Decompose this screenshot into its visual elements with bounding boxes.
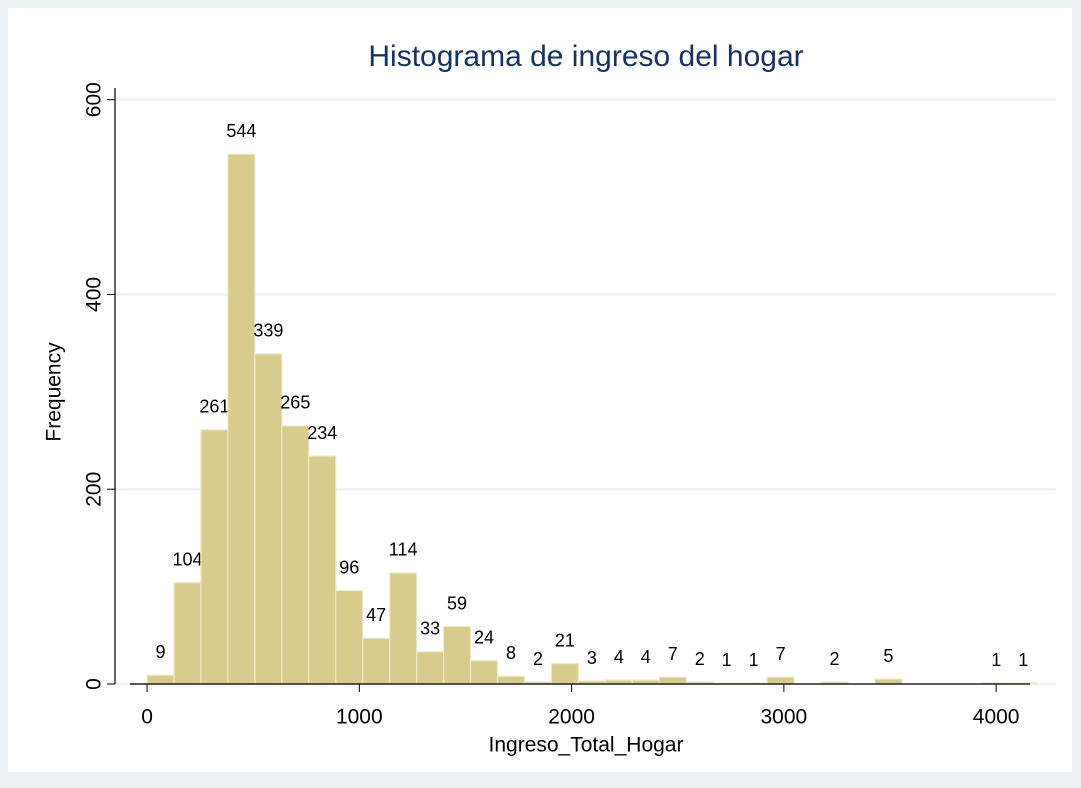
data-label: 7 xyxy=(668,644,678,664)
bar xyxy=(658,676,687,685)
data-label: 24 xyxy=(474,627,494,647)
data-label: 5 xyxy=(883,646,893,666)
bar xyxy=(227,153,256,685)
bar xyxy=(416,651,445,685)
bar xyxy=(200,429,229,685)
x-tick-label: 2000 xyxy=(548,706,595,729)
x-tick-label: 4000 xyxy=(973,706,1020,729)
data-label: 544 xyxy=(226,121,256,141)
bar xyxy=(550,662,579,685)
bar xyxy=(254,353,283,685)
x-axis-title: Ingreso_Total_Hogar xyxy=(489,734,684,757)
data-label: 261 xyxy=(199,397,229,417)
y-tick-label: 0 xyxy=(83,678,106,690)
bar xyxy=(469,660,499,685)
y-tick-label: 600 xyxy=(83,82,106,117)
y-tick-label: 200 xyxy=(83,472,106,507)
bar xyxy=(496,675,526,685)
data-label: 47 xyxy=(366,605,386,625)
data-label: 114 xyxy=(389,540,418,560)
data-label: 33 xyxy=(420,619,440,639)
bar xyxy=(442,625,472,685)
data-label: 4 xyxy=(614,647,624,667)
y-axis-title: Frequency xyxy=(43,342,66,442)
data-label: 339 xyxy=(253,321,283,341)
data-label: 1 xyxy=(1018,650,1028,670)
data-label: 234 xyxy=(307,423,337,443)
bar xyxy=(362,637,391,685)
y-tick-label: 400 xyxy=(83,277,106,312)
data-label: 1 xyxy=(991,650,1001,670)
data-label: 1 xyxy=(722,650,732,670)
data-label: 4 xyxy=(641,647,651,667)
bar xyxy=(146,674,175,685)
bar xyxy=(281,425,310,685)
bar xyxy=(389,572,418,685)
data-label: 265 xyxy=(280,393,310,413)
x-tick-label: 3000 xyxy=(761,706,808,729)
data-label: 9 xyxy=(156,642,166,662)
bar xyxy=(766,676,795,685)
x-tick-label: 0 xyxy=(141,706,153,729)
bar xyxy=(308,455,337,685)
data-label: 3 xyxy=(587,648,597,668)
bar xyxy=(173,582,202,685)
data-label: 8 xyxy=(506,643,516,663)
data-label: 59 xyxy=(447,593,467,613)
data-label: 7 xyxy=(776,644,786,664)
x-tick-label: 1000 xyxy=(336,706,383,729)
chart-title: Histograma de ingreso del hogar xyxy=(368,40,803,73)
data-label: 2 xyxy=(695,649,705,669)
data-label: 104 xyxy=(172,549,202,569)
data-label: 1 xyxy=(749,650,759,670)
data-label: 2 xyxy=(533,649,543,669)
bar xyxy=(335,589,364,685)
data-label: 2 xyxy=(829,649,839,669)
data-label: 96 xyxy=(339,557,359,577)
bar xyxy=(874,678,903,685)
data-label: 21 xyxy=(555,630,575,650)
